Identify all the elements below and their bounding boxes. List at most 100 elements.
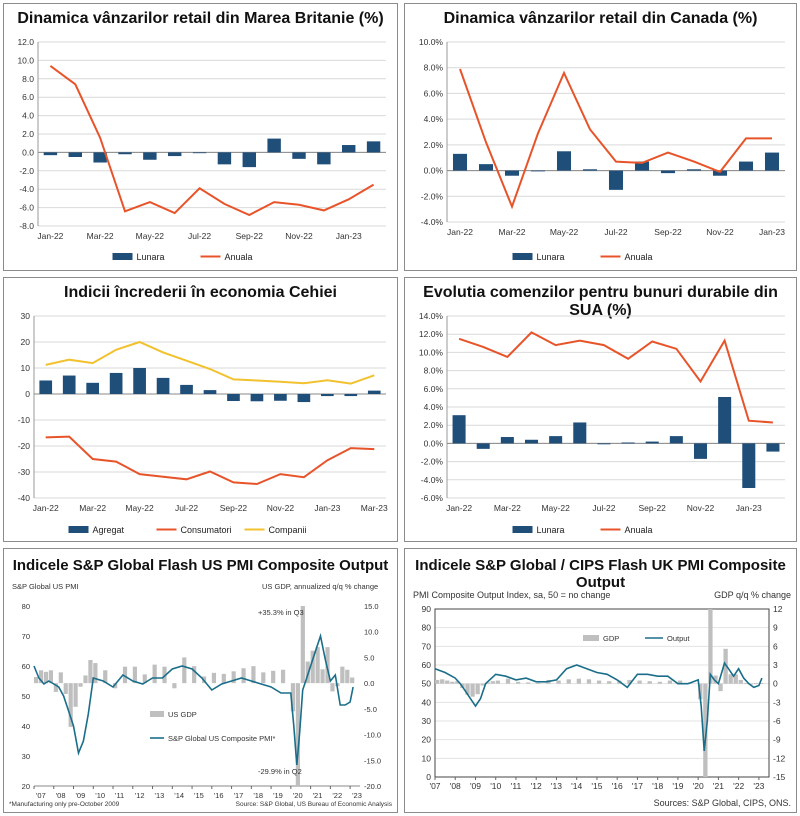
bar (267, 138, 281, 153)
y-tick-label: 6.0% (424, 88, 444, 98)
left-y-tick-label: 20 (22, 782, 30, 791)
bar (366, 141, 381, 153)
gdp-bar (295, 683, 300, 786)
gdp-bar (315, 647, 320, 684)
gdp-bar (758, 683, 764, 684)
gdp-bar (68, 683, 73, 727)
left-y-tick-label: 0 (426, 772, 431, 782)
gdp-bar (152, 664, 157, 684)
y-tick-label: 8.0% (424, 63, 444, 73)
x-tick-label: Jan-22 (446, 503, 472, 513)
legend-label: Lunara (137, 252, 165, 262)
left-y-tick-label: 40 (22, 722, 30, 731)
left-y-tick-label: 90 (422, 604, 432, 614)
gdp-bar (495, 680, 501, 684)
gdp-bar (440, 679, 445, 684)
gdp-bar (718, 683, 723, 692)
bar (156, 377, 170, 394)
x-tick-label: '15 (591, 781, 602, 791)
source-note: Sources: S&P Global, CIPS, ONS. (654, 798, 791, 808)
x-tick-label: Jan-23 (314, 503, 340, 513)
bar (718, 396, 732, 444)
gdp-bar (465, 683, 470, 695)
x-tick-label: '08 (56, 791, 66, 800)
gdp-bar (132, 666, 137, 684)
x-tick-label: May-22 (125, 503, 154, 513)
left-axis-label: PMI Composite Output Index, sa, 50 = no … (413, 590, 610, 600)
chart-title: Dinamica vânzarilor retail din Marea Bri… (17, 10, 384, 27)
y-tick-label: 12.0% (419, 329, 444, 339)
gdp-bar (515, 681, 521, 684)
x-tick-label: Jan-22 (33, 503, 59, 513)
right-y-tick-label: 3 (773, 660, 778, 670)
chart-title: Indicii încrederii în economia Cehiei (64, 284, 337, 301)
gdp-bar (586, 679, 592, 684)
legend-label: Lunara (537, 252, 565, 262)
bar (180, 384, 193, 394)
x-tick-label: Nov-22 (285, 231, 313, 241)
x-tick-label: '10 (95, 791, 105, 800)
gdp-bar (470, 683, 475, 697)
bar (712, 170, 728, 176)
x-tick-label: '21 (313, 791, 323, 800)
x-tick-label: '20 (693, 781, 704, 791)
x-tick-label: '16 (612, 781, 623, 791)
bar (669, 436, 683, 444)
bar (621, 442, 635, 444)
y-tick-label: 10.0% (419, 37, 444, 47)
x-tick-label: Sep-22 (220, 503, 248, 513)
series-line (458, 331, 773, 424)
us-pmi-chart-panel: Indicele S&P Global Flash US PMI Composi… (3, 548, 398, 813)
x-tick-label: '22 (733, 781, 744, 791)
y-tick-label: -40 (18, 493, 31, 503)
right-y-tick-label: -12 (773, 753, 786, 763)
y-tick-label: -6.0% (421, 493, 444, 503)
y-tick-label: 0 (25, 389, 30, 399)
gdp-bar (340, 666, 345, 684)
gdp-bar (251, 666, 256, 684)
gdp-bar (172, 683, 177, 689)
gdp-bar (290, 683, 296, 712)
gdp-bar (667, 680, 673, 684)
source-note: Source: S&P Global, US Bureau of Economi… (236, 801, 393, 808)
left-y-tick-label: 80 (22, 602, 30, 611)
bar (582, 169, 598, 171)
x-tick-label: '10 (490, 781, 501, 791)
right-y-tick-label: -5.0 (364, 705, 377, 714)
x-tick-label: '09 (76, 791, 86, 800)
gdp-bar (657, 681, 662, 684)
bar (693, 443, 708, 459)
x-tick-label: Jan-23 (736, 503, 762, 513)
legend-label: Consumatori (181, 525, 232, 535)
right-y-tick-label: -15.0 (364, 756, 381, 765)
x-tick-label: '07 (36, 791, 46, 800)
gdp-bar (637, 680, 642, 684)
gdp-bar (748, 683, 754, 685)
x-tick-label: Sep-22 (654, 227, 682, 237)
bar (524, 439, 539, 444)
gdp-bar (728, 674, 733, 684)
right-y-tick-label: -20.0 (364, 782, 381, 791)
gdp-bar (221, 673, 226, 684)
bar (634, 161, 650, 171)
bar (764, 152, 780, 171)
bar (227, 394, 240, 402)
bar (274, 394, 287, 401)
us-pmi-chart: 20 30 40 50 60 70 80 -20.0 -15.0 -10.0 -5.0 0.0 5.0 1… (9, 582, 393, 808)
bar (608, 170, 624, 190)
legend-label: Anuala (625, 525, 653, 535)
x-tick-label: Nov-22 (706, 227, 734, 237)
gdp-bar (566, 679, 571, 684)
legend-swatch (512, 526, 533, 533)
gdp-bar (753, 683, 759, 684)
y-tick-label: 2.0% (424, 140, 444, 150)
gdp-bar (48, 670, 54, 684)
x-tick-label: '21 (713, 781, 724, 791)
gdp-bar (73, 683, 78, 707)
bar (556, 151, 572, 171)
gdp-bar (743, 683, 748, 684)
gdp-bar (182, 657, 187, 684)
gdp-bar (505, 678, 511, 684)
bar (192, 152, 207, 154)
y-tick-label: 30 (21, 311, 31, 321)
